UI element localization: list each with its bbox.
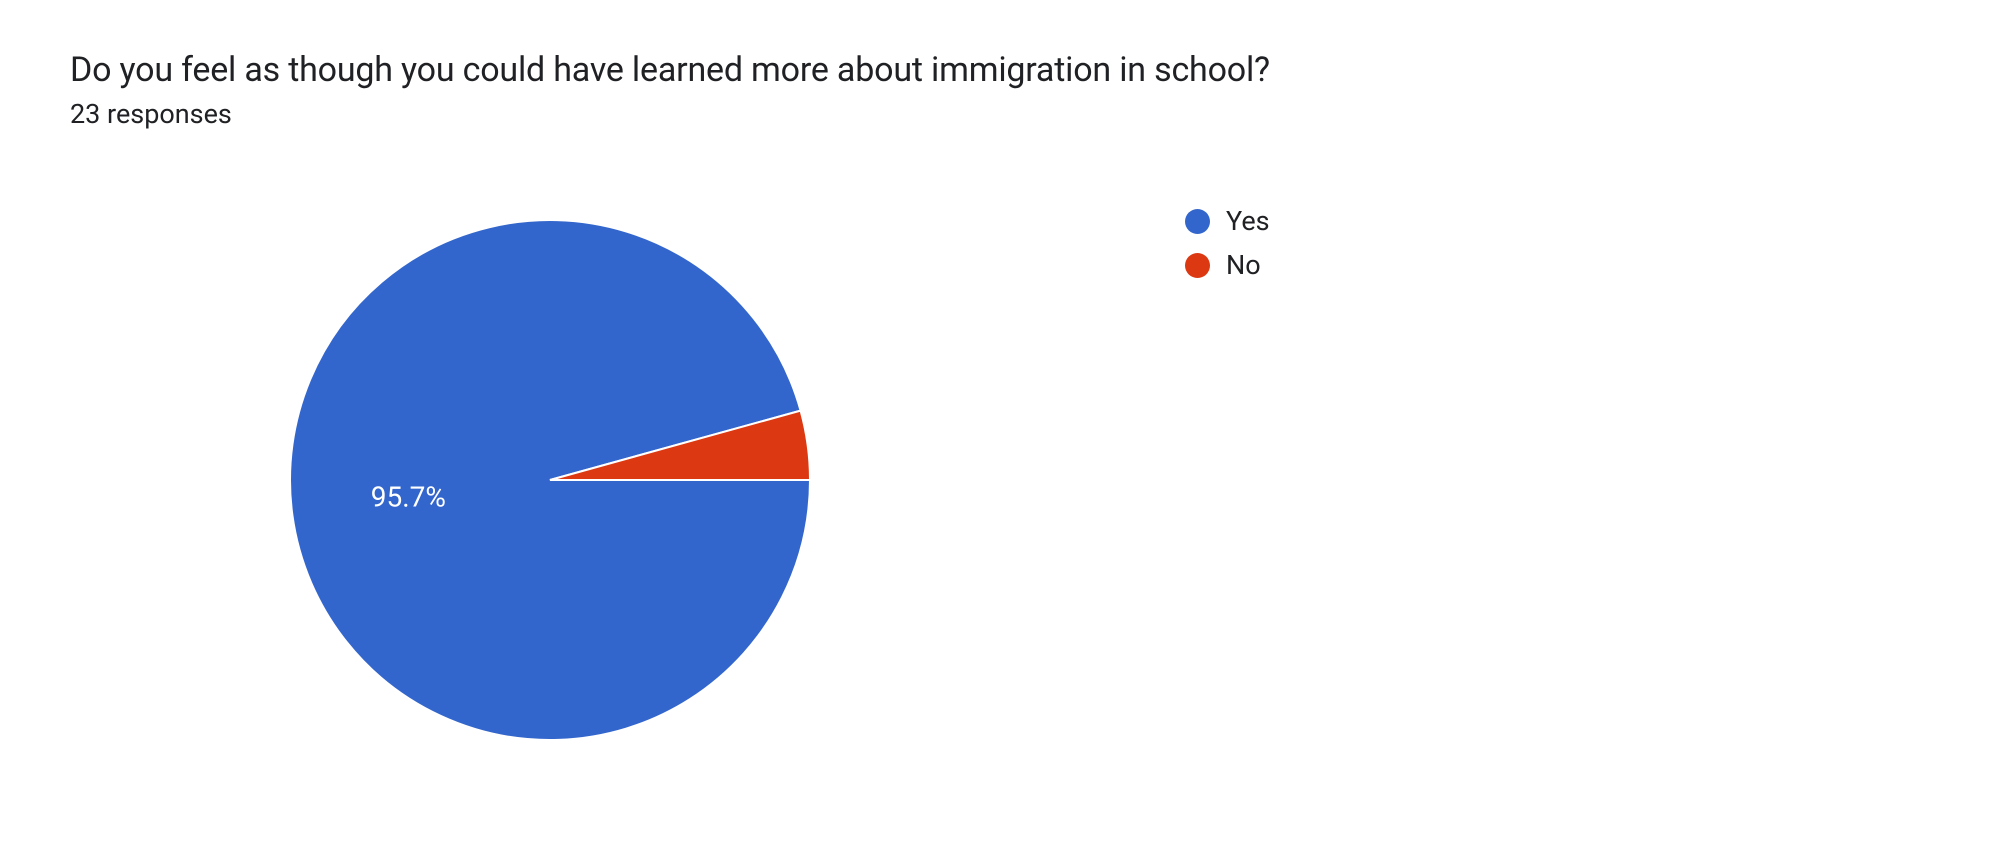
chart-title: Do you feel as though you could have lea…	[70, 50, 1930, 90]
legend-label: Yes	[1226, 205, 1270, 237]
legend-swatch-yes	[1185, 209, 1210, 234]
legend-item-no[interactable]: No	[1185, 249, 1270, 281]
legend: Yes No	[1030, 200, 1270, 293]
pie-container: 95.7%	[70, 200, 1030, 760]
legend-swatch-no	[1185, 253, 1210, 278]
chart-header: Do you feel as though you could have lea…	[70, 50, 1930, 130]
pie-label-yes: 95.7%	[371, 481, 446, 514]
legend-label: No	[1226, 249, 1261, 281]
legend-item-yes[interactable]: Yes	[1185, 205, 1270, 237]
pie-chart: 95.7%	[270, 200, 830, 760]
response-count: 23 responses	[70, 98, 1930, 130]
chart-area: 95.7% Yes No	[70, 170, 1930, 760]
